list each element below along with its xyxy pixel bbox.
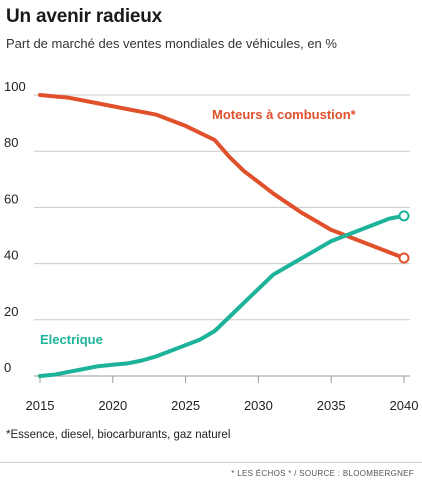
y-tick-label-0: 0 (4, 360, 11, 375)
y-axis-ticks: 0 20 40 60 80 100 (4, 79, 26, 375)
chart-subtitle: Part de marché des ventes mondiales de v… (6, 36, 337, 51)
footer-divider (0, 462, 422, 463)
y-tick-label-100: 100 (4, 79, 26, 94)
series-labels: Moteurs à combustion* Electrique (40, 107, 357, 347)
gridlines (34, 94, 410, 377)
x-tick-label-2030: 2030 (244, 398, 273, 413)
electric-label: Electrique (40, 332, 103, 347)
y-tick-label-60: 60 (4, 191, 18, 206)
combustion-line-end-marker (398, 252, 410, 264)
x-tick-label-2025: 2025 (171, 398, 200, 413)
footnote: *Essence, diesel, biocarburants, gaz nat… (6, 429, 231, 441)
x-axis-ticks: 2015 2020 2025 2030 2035 2040 (26, 376, 419, 413)
x-tick-label-2015: 2015 (26, 398, 55, 413)
x-tick-label-2035: 2035 (317, 398, 346, 413)
y-tick-label-20: 20 (4, 304, 18, 319)
series-lines (38, 93, 410, 378)
electric-line-end-marker (398, 210, 410, 222)
y-tick-label-80: 80 (4, 135, 18, 150)
x-tick-label-2040: 2040 (390, 398, 419, 413)
chart-title: Un avenir radieux (6, 6, 163, 27)
x-tick-label-2020: 2020 (98, 398, 127, 413)
source-credit: * LES ÉCHOS * / SOURCE : BLOOMBERGNEF (231, 469, 414, 478)
y-tick-label-40: 40 (4, 248, 18, 263)
combustion-label: Moteurs à combustion* (212, 107, 357, 122)
electric-line (38, 213, 406, 378)
combustion-line (38, 93, 406, 260)
